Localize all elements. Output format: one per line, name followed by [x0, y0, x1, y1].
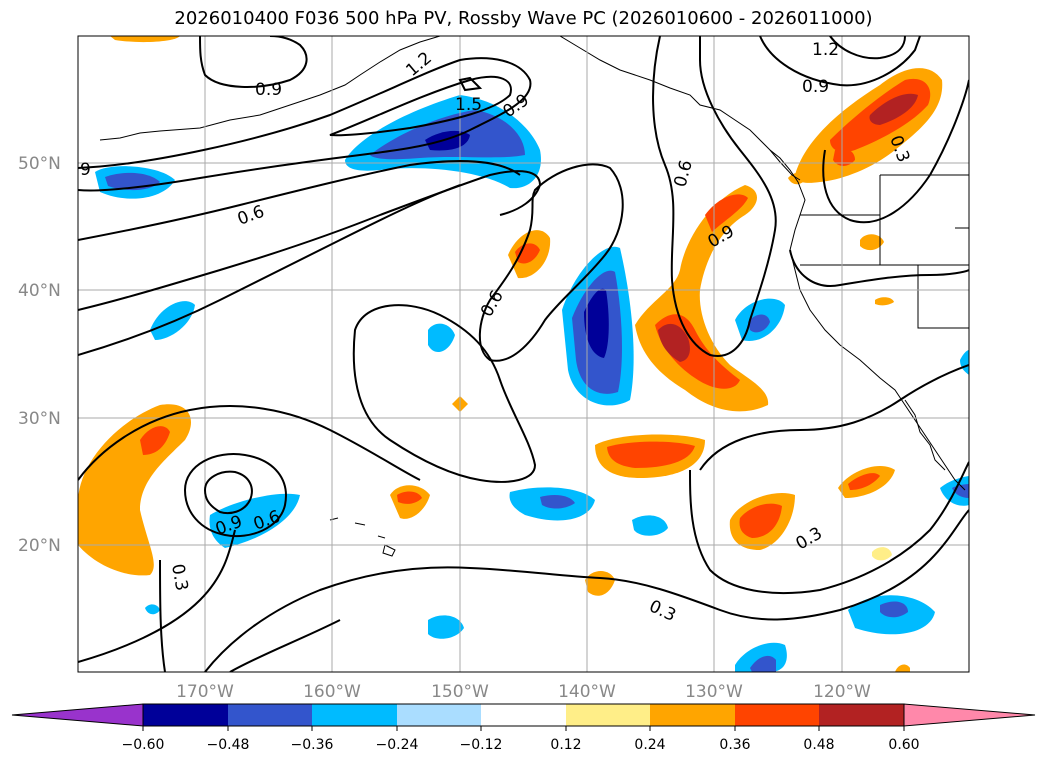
colorbar-segment [228, 704, 312, 726]
colorbar-tick-label: 0.36 [719, 737, 750, 753]
colorbar-tick-label: −0.12 [460, 737, 503, 753]
colorbar-segment [397, 704, 481, 726]
colorbar-tick-label: −0.48 [207, 737, 250, 753]
colorbar-segment [566, 704, 650, 726]
lat-label-30n: 30°N [18, 409, 61, 429]
colorbar-tick-label: −0.36 [291, 737, 334, 753]
contour-label: 0.9 [255, 80, 282, 100]
colorbar-segment [819, 704, 904, 726]
contour-label: 0.3 [167, 562, 191, 592]
lat-label-40n: 40°N [18, 281, 61, 301]
colorbar-tick-label: −0.24 [376, 737, 419, 753]
lon-label-140w: 140°W [558, 682, 616, 702]
colorbar-extend-left [11, 703, 144, 727]
colorbar-segment [650, 704, 735, 726]
colorbar-segment [143, 704, 228, 726]
colorbar-extend-right [903, 703, 1036, 727]
contour-label: 1.5 [455, 95, 482, 115]
map-title: 2026010400 F036 500 hPa PV, Rossby Wave … [174, 8, 873, 29]
colorbar-tick-label: −0.60 [122, 737, 165, 753]
lon-label-120w: 120°W [813, 682, 871, 702]
colorbar-segment [735, 704, 819, 726]
coastlines [99, 36, 969, 557]
lat-label-50n: 50°N [18, 154, 61, 174]
longitude-labels: 170°W 160°W 150°W 140°W 130°W 120°W [176, 682, 871, 702]
lon-label-170w: 170°W [176, 682, 234, 702]
lon-label-160w: 160°W [303, 682, 361, 702]
colorbar-segment [481, 704, 566, 726]
pv-contours [78, 36, 969, 672]
colorbar-tick-label: 0.12 [550, 737, 581, 753]
colorbar-segment [312, 704, 397, 726]
lon-label-130w: 130°W [685, 682, 743, 702]
colorbar: −0.60 −0.48 −0.36 −0.24 −0.12 0.12 0.24 … [11, 703, 1036, 753]
lat-label-20n: 20°N [18, 536, 61, 556]
contour-label: 9 [80, 160, 91, 180]
contour-label: 0.9 [802, 77, 829, 97]
map-border [77, 35, 970, 673]
contour-label: 1.2 [812, 40, 839, 60]
graticule [78, 36, 969, 672]
lon-label-150w: 150°W [431, 682, 489, 702]
colorbar-tick-label: 0.48 [803, 737, 834, 753]
colorbar-tick-label: 0.24 [634, 737, 665, 753]
latitude-labels: 50°N 40°N 30°N 20°N [18, 154, 61, 556]
colorbar-tick-label: 0.60 [888, 737, 919, 753]
